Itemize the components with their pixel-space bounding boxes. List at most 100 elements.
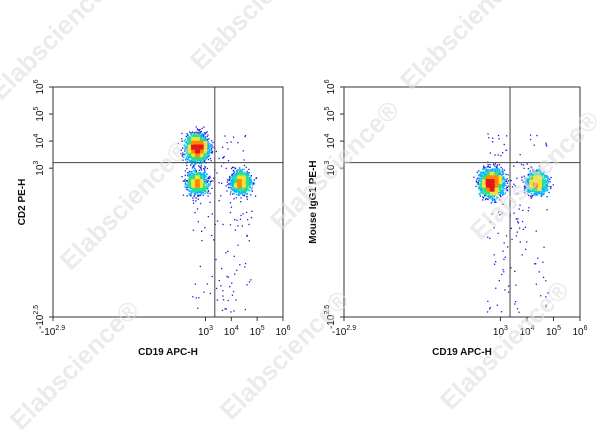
event-dot [193,158,194,159]
event-dot [194,184,195,185]
event-dot [248,178,249,179]
event-dot [251,175,252,176]
event-dot [522,210,523,211]
event-dot [195,172,196,173]
event-dot [199,147,200,148]
event-dot [497,305,498,306]
event-dot [211,140,212,141]
event-dot [193,166,194,167]
event-dot [240,193,241,194]
event-dot [232,175,233,176]
event-dot [234,185,235,186]
event-dot [222,290,223,291]
event-dot [208,180,209,181]
event-dot [528,168,529,169]
event-dot [237,142,238,143]
event-dot [230,191,231,192]
event-dot [182,160,183,161]
event-dot [499,164,500,165]
event-dot [197,308,198,309]
event-dot [483,169,484,170]
event-dot [222,224,223,225]
event-dot [208,191,209,192]
event-dot [491,202,492,203]
event-dot [191,148,192,149]
event-dot [194,196,195,197]
event-dot [489,167,490,168]
event-dot [236,181,237,182]
event-dot [197,185,198,186]
event-dot [209,177,210,178]
event-dot [530,139,531,140]
event-dot [197,136,198,137]
event-dot [196,126,197,127]
event-dot [193,146,194,147]
event-dot [240,173,241,174]
event-dot [209,151,210,152]
event-dot [231,188,232,189]
event-dot [494,154,495,155]
event-dot [194,194,195,195]
event-dot [186,133,187,134]
event-dot [505,174,506,175]
event-dot [532,196,533,197]
event-dot [237,245,238,246]
event-dot [515,285,516,286]
event-dot [235,175,236,176]
event-dot [232,193,233,194]
event-dot [252,185,253,186]
event-dot [200,167,201,168]
event-dot [473,177,474,178]
event-dot [524,176,525,177]
event-dot [483,166,484,167]
event-dot [490,152,491,153]
event-dot [487,166,488,167]
event-dot [201,138,202,139]
event-dot [206,187,207,188]
event-dot [245,135,246,136]
event-dot [198,297,199,298]
event-dot [501,274,502,275]
event-dot [507,183,508,184]
event-dot [498,211,499,212]
event-dot [201,240,202,241]
event-dot [246,196,247,197]
event-dot [202,133,203,134]
event-dot [241,176,242,177]
event-dot [186,141,187,142]
event-dot [199,185,200,186]
event-dot [234,172,235,173]
event-dot [188,175,189,176]
event-dot [502,212,503,213]
event-dot [227,142,228,143]
event-dot [490,307,491,308]
event-dot [198,172,199,173]
event-dot [248,224,249,225]
event-dot [202,182,203,183]
event-dot [207,136,208,137]
event-dot [254,179,255,180]
event-dot [524,190,525,191]
event-dot [250,176,251,177]
event-dot [200,152,201,153]
event-dot [197,138,198,139]
event-dot [189,152,190,153]
event-dot [189,138,190,139]
event-dot [199,170,200,171]
event-dot [191,146,192,147]
event-dot [495,202,496,203]
event-dot [504,170,505,171]
event-dot [239,189,240,190]
event-dot [198,138,199,139]
event-dot [538,170,539,171]
event-dot [195,159,196,160]
plot-area [344,87,580,317]
event-dot [519,228,520,229]
event-dot [252,182,253,183]
event-dot [530,135,531,136]
event-dot [211,145,212,146]
event-dot [536,231,537,232]
event-dot [201,140,202,141]
event-dot [190,195,191,196]
event-dot [187,143,188,144]
